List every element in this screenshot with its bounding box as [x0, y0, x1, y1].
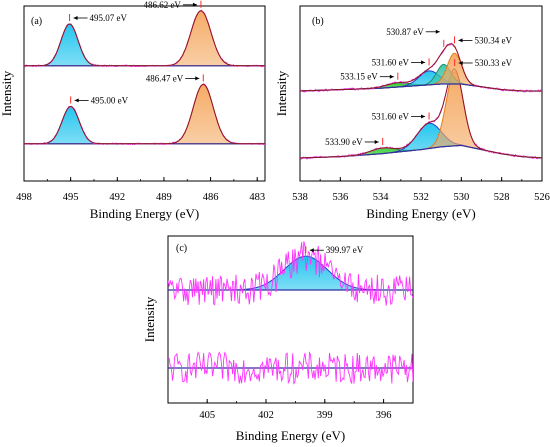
fit-envelope-line — [24, 83, 265, 145]
annotation-arrowhead — [309, 248, 314, 253]
x-tick-label: 536 — [332, 192, 348, 203]
x-tick-label: 405 — [199, 410, 215, 421]
annotation-arrowhead — [435, 29, 440, 34]
spectrum-trace — [24, 9, 265, 68]
spectrum-trace — [24, 83, 265, 146]
peak-annotation: 399.97 eV — [326, 245, 364, 255]
x-axis-label: Binding Energy (eV) — [366, 206, 476, 221]
raw-data-line — [168, 351, 413, 385]
panel-label: (c) — [176, 243, 187, 254]
x-tick-label: 538 — [292, 192, 308, 203]
spectrum-trace — [300, 42, 542, 93]
x-tick-label: 534 — [373, 192, 390, 203]
panel-c: 405 402 399 396 Binding Energy (eV) Intensity… — [142, 235, 414, 443]
fit-envelope-line — [24, 10, 265, 67]
fit-envelope-line — [300, 68, 542, 159]
fitted-peak — [24, 23, 265, 67]
fit-envelope-line — [300, 43, 542, 92]
peak-annotation: 533.90 eV — [325, 137, 363, 147]
peak-annotation: 495.07 eV — [90, 13, 128, 23]
x-axis-label: Binding Energy (eV) — [236, 428, 346, 443]
x-tick-label: 486 — [203, 192, 219, 203]
plot-area — [24, 9, 265, 146]
x-tick-label: 528 — [494, 192, 510, 203]
panel-label: (b) — [312, 16, 324, 27]
panel-b: 538 536 534 532 530 528 526 Binding Energy (eV)… — [274, 5, 550, 221]
annotation-arrowhead — [389, 74, 394, 79]
panel-a: 498 495 492 489 486 483 Binding Energy (eV) Int… — [0, 0, 266, 221]
x-tick-label: 402 — [258, 410, 274, 421]
annotation-arrowhead — [458, 60, 463, 65]
x-tick-label: 489 — [156, 192, 172, 203]
annotation-arrowhead — [421, 60, 426, 65]
annotation-arrowhead — [374, 139, 379, 144]
peak-annotation: 530.33 eV — [475, 58, 513, 68]
x-tick-label: 526 — [534, 192, 550, 203]
raw-data-line — [168, 241, 413, 306]
spectrum-trace — [168, 241, 413, 306]
x-tick-label: 498 — [16, 192, 32, 203]
x-axis-label: Binding Energy (eV) — [90, 206, 200, 221]
x-tick-label: 495 — [63, 192, 79, 203]
x-tick-label: 399 — [317, 410, 333, 421]
spectrum-trace — [168, 351, 413, 385]
x-tick-label: 396 — [376, 410, 392, 421]
annotation-arrowhead — [421, 114, 426, 119]
y-axis-label: Intensity — [274, 70, 289, 116]
plot-frame — [167, 235, 414, 404]
peak-annotation: 530.87 eV — [386, 27, 424, 37]
peak-annotation: 531.60 eV — [372, 112, 410, 122]
peak-annotation: 486.62 eV — [143, 0, 181, 10]
peak-annotation: 495.00 eV — [91, 95, 129, 105]
plot-area — [300, 42, 542, 160]
spectrum-trace — [300, 68, 542, 160]
annotation-arrowhead — [73, 16, 78, 20]
annotation-arrowhead — [192, 2, 197, 7]
plot-area — [168, 241, 413, 385]
x-tick-label: 492 — [109, 192, 125, 203]
annotation-arrowhead — [74, 98, 79, 103]
y-axis-label: Intensity — [0, 70, 14, 116]
x-tick-label: 530 — [453, 192, 469, 203]
annotation-arrowhead — [195, 76, 200, 81]
peak-annotation: 533.15 eV — [340, 72, 378, 82]
annotation-arrowhead — [458, 38, 463, 43]
y-axis-label: Intensity — [142, 296, 157, 342]
x-tick-label: 483 — [249, 192, 265, 203]
x-tick-label: 532 — [413, 192, 429, 203]
peak-annotation: 531.60 eV — [372, 57, 410, 67]
peak-annotation: 486.47 eV — [146, 73, 184, 83]
plot-frame — [23, 5, 266, 182]
panel-label: (a) — [31, 16, 42, 27]
peak-annotation: 530.34 eV — [474, 35, 512, 45]
